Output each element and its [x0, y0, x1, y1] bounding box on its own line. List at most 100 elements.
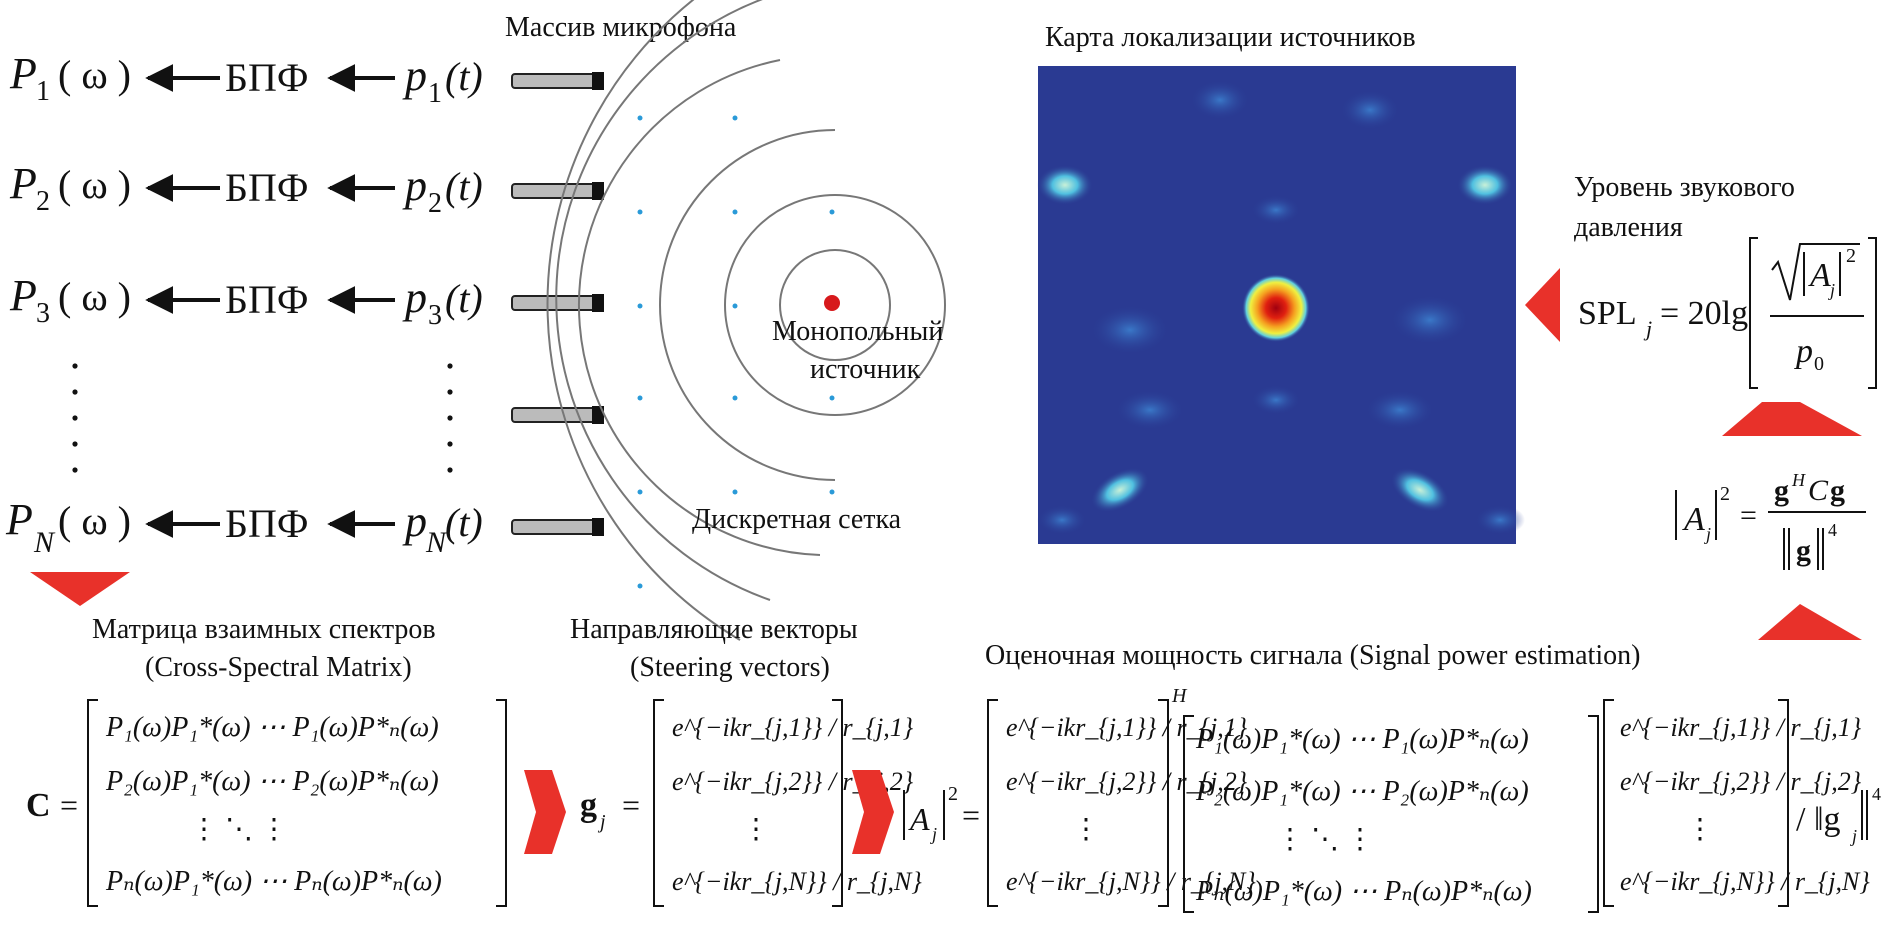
arrow-right-icon [524, 770, 566, 854]
steer-row: e^{−ikr_{j,2}} / r_{j,2} [1620, 767, 1862, 796]
arrow-down-icon [30, 572, 130, 606]
fft-row-1: P 1 ( ω ) БПФ p 1 (t) [9, 49, 483, 109]
steer-row: e^{−ikr_{j,N}} / r_{j,N} [1620, 867, 1870, 896]
p-subscript: 1 [428, 78, 442, 109]
spl-den-sub: 0 [1814, 353, 1824, 375]
C-symbol: C [26, 787, 51, 824]
spl-num-A: A [1808, 257, 1831, 294]
tail-norm: / ‖g [1796, 801, 1841, 838]
microphone-icon [511, 72, 604, 90]
grid-label: Дискретная сетка [692, 504, 902, 535]
fft-label: БПФ [225, 165, 308, 210]
steer-row: e^{−ikr_{j,1}} / r_{j,1} [672, 713, 914, 742]
csm-row: P₁(ω)P₁*(ω) ⋯ P₁(ω)P*ₙ(ω) [1195, 724, 1529, 755]
steer-row: e^{−ikr_{j,1}} / r_{j,1} [1620, 713, 1862, 742]
P-subscript: 1 [36, 76, 50, 107]
microphone-icon [511, 518, 604, 536]
omega-arg: ( ω ) [58, 274, 131, 319]
csm-label-line2: (Cross-Spectral Matrix) [145, 652, 412, 683]
steer-row: e^{−ikr_{j,N}} / r_{j,N} [1006, 867, 1256, 896]
A-formula: A j 2 = g H C g g 4 [1675, 470, 1866, 570]
fft-row-3: P 3 ( ω ) БПФ p 3 (t) [9, 271, 483, 331]
power-estimation-equation: A j 2 = e^{−ikr_{j,1}} / r_{j,1} e^{−ikr… [903, 685, 1881, 913]
P-symbol: P [9, 159, 37, 208]
map-title: Карта локализации источников [1045, 22, 1416, 53]
A-num-C: C [1808, 474, 1829, 507]
power-label: Оценочная мощность сигнала (Signal power… [985, 640, 1640, 671]
spl-formula: SPL j = 20lg A j 2 p 0 [1578, 237, 1877, 389]
arrow-up-icon [1758, 604, 1862, 640]
omega-arg: ( ω ) [58, 52, 131, 97]
wavefronts [546, 0, 946, 641]
p-symbol: p [402, 161, 427, 210]
A-den-pow: 4 [1828, 520, 1837, 540]
A-num-sup: H [1791, 470, 1806, 490]
p-subscript: 2 [428, 188, 442, 219]
monopole-label-line2: источник [810, 354, 921, 385]
map-sidelobes [1037, 80, 1525, 535]
H-sup: H [1171, 685, 1188, 707]
fft-row-N: P N ( ω ) БПФ p N (t) [5, 495, 483, 559]
fft-label: БПФ [225, 55, 308, 100]
csm-row: Pₙ(ω)P₁*(ω) ⋯ Pₙ(ω)P*ₙ(ω) [105, 866, 442, 897]
A-den-g: g [1796, 534, 1811, 567]
P-symbol: P [5, 495, 33, 544]
A-lhs: A [1682, 501, 1705, 538]
P-subscript: 3 [36, 298, 50, 329]
P-symbol: P [9, 49, 37, 98]
p-subscript: N [425, 526, 448, 559]
steer-label-line1: Направляющие векторы [570, 614, 858, 645]
csm-row: P₂(ω)P₁*(ω) ⋯ P₂(ω)P*ₙ(ω) [105, 766, 439, 797]
steer-row: ⋮ [742, 814, 770, 845]
map-source-peak [1242, 274, 1310, 342]
tail-sub: j [1850, 826, 1857, 846]
steer-row: ⋮ [1072, 814, 1100, 845]
steer-row: ⋮ [1686, 814, 1714, 845]
svg-text:=: = [1740, 499, 1757, 532]
spl-label-line2: давления [1574, 212, 1683, 243]
spl-eq: = 20lg [1660, 295, 1748, 332]
tail-pow: 4 [1872, 784, 1881, 804]
t-arg: (t) [445, 54, 483, 99]
csm-label-line1: Матрица взаимных спектров [92, 614, 436, 645]
t-arg: (t) [445, 500, 483, 545]
steer-row: e^{−ikr_{j,1}} / r_{j,1} [1006, 713, 1248, 742]
fft-label: БПФ [225, 277, 308, 322]
A-pow: 2 [1720, 483, 1730, 505]
arrow-left-icon [1525, 268, 1560, 342]
P-symbol: P [9, 271, 37, 320]
g-sub: j [597, 811, 606, 833]
svg-text:=: = [622, 787, 640, 823]
fft-label: БПФ [225, 501, 308, 546]
spl-sub: j [1643, 316, 1652, 341]
steer-row: e^{−ikr_{j,N}} / r_{j,N} [672, 867, 922, 896]
csm-equation: C = P₁(ω)P₁*(ω) ⋯ P₁(ω)P*ₙ(ω) P₂(ω)P₁*(ω… [26, 699, 507, 907]
monopole-label-line1: Монопольный [772, 316, 943, 347]
ellipsis-dots [72, 363, 453, 473]
steer-row: e^{−ikr_{j,2}} / r_{j,2} [1006, 767, 1248, 796]
mic-array-label: Массив микрофона [505, 12, 737, 43]
A-sub: j [930, 824, 937, 844]
svg-text:=: = [962, 797, 980, 833]
p-symbol: p [402, 51, 427, 100]
steer-label-line2: (Steering vectors) [630, 652, 830, 683]
spl-den: p [1794, 333, 1813, 370]
A-sub: j [1704, 524, 1711, 544]
microphone-icon [511, 294, 604, 312]
p-subscript: 3 [428, 300, 442, 331]
omega-arg: ( ω ) [58, 162, 131, 207]
arrow-up-icon [1722, 402, 1862, 436]
spl-label-line1: Уровень звукового [1574, 172, 1795, 203]
csm-row: P₂(ω)P₁*(ω) ⋯ P₂(ω)P*ₙ(ω) [1195, 776, 1529, 807]
t-arg: (t) [445, 276, 483, 321]
A-num-g2: g [1830, 474, 1845, 507]
spl-num-sub: j [1828, 280, 1835, 300]
monopole-source-dot [824, 295, 840, 311]
source-localization-map [1037, 66, 1525, 544]
A-lhs: A [908, 801, 930, 837]
csm-row: ⋮ ⋱ ⋮ [190, 814, 288, 845]
A-num-g: g [1774, 474, 1789, 507]
omega-arg: ( ω ) [58, 498, 131, 543]
